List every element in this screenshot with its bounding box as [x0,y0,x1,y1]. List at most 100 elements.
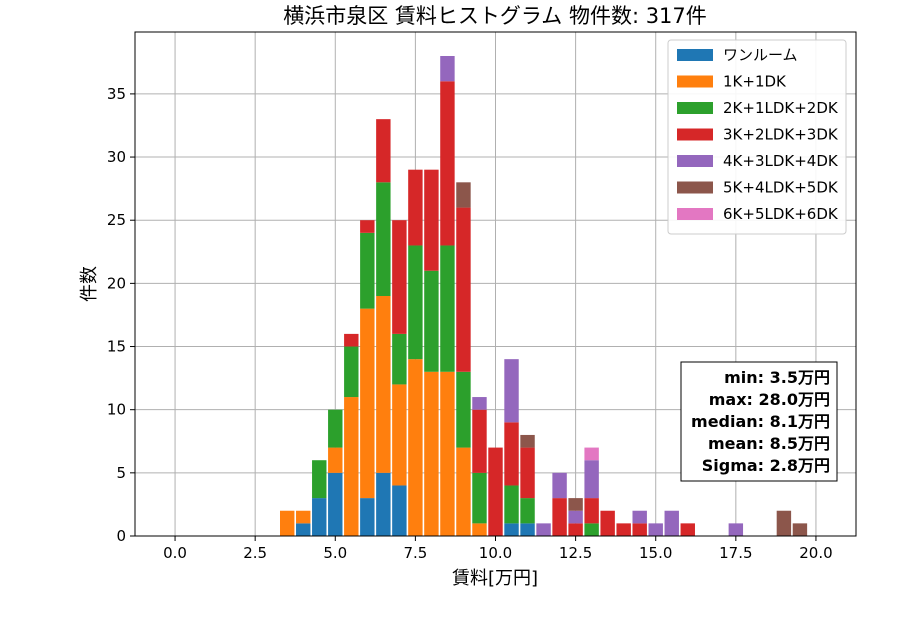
bar-segment-2-4 [344,346,359,398]
bar-segment-3-9 [424,169,439,271]
bar-segment-1-0 [280,510,295,536]
bar-segment-0-1 [296,523,311,536]
legend-swatch [677,75,713,88]
grid [135,32,856,537]
x-tick-label: 15.0 [639,544,672,562]
bar-segment-3-6 [376,119,391,183]
bar-segment-3-25 [680,523,695,536]
bar-segment-1-8 [408,359,423,536]
x-tick-label: 7.5 [403,544,427,562]
y-axis-ticks: 0 5 10 15 20 25 30 35 [107,85,135,545]
x-tick-label: 20.0 [799,544,832,562]
bar-segment-3-22 [632,523,647,536]
bar-segment-0-14 [504,523,519,536]
legend-swatch [677,155,713,167]
y-tick-label: 0 [116,527,126,545]
legend-swatch [677,102,713,114]
bar-segment-1-4 [344,397,359,536]
bar-segment-0-7 [392,485,407,536]
bar-segment-2-19 [584,523,599,536]
x-tick-label: 10.0 [479,544,512,562]
bar-segment-4-17 [552,472,567,499]
bar-segment-1-11 [456,447,471,536]
bar-segment-0-6 [376,472,391,536]
bar-segment-3-4 [344,333,359,347]
bar-segment-2-15 [520,498,535,524]
bar-segment-2-7 [392,333,407,385]
bar-segment-4-16 [536,523,551,536]
bar-segment-3-15 [520,447,535,499]
bar-segment-6-19 [584,447,599,461]
bar-segment-3-13 [488,447,503,536]
stats-box-frame [680,361,838,482]
x-axis-label: 賃料[万円] [452,568,538,589]
bar-segment-3-18 [568,523,583,536]
y-tick-label: 25 [107,211,126,229]
bar-segment-3-5 [360,220,375,233]
bar-segment-4-23 [648,523,663,536]
bar-segment-5-15 [520,434,535,448]
legend: ワンルーム 1K+1DK 2K+1LDK+2DK 3K+2LDK+3DK 4K+3LDK… [667,39,847,235]
bar-segment-1-3 [328,447,343,473]
bar-segment-0-15 [520,523,535,536]
bar-segment-4-10 [440,56,455,82]
y-tick-label: 35 [107,85,126,103]
bar-segment-4-24 [664,510,679,536]
legend-swatch [677,208,713,220]
bar-segment-0-3 [328,472,343,536]
bar-segment-3-14 [504,422,519,486]
bar-segment-2-8 [408,245,423,360]
bar-segment-1-5 [360,308,375,499]
legend-entry: 5K+4LDK+5DK [723,179,839,197]
legend-entry: 2K+1LDK+2DK [723,99,839,117]
bar-segment-3-7 [392,220,407,334]
bar-segment-2-12 [472,472,487,524]
legend-entry: 3K+2LDK+3DK [723,126,839,144]
bar-segment-1-10 [440,371,455,536]
bar-segment-2-3 [328,409,343,448]
bar-segment-2-5 [360,232,375,309]
bar-segment-1-6 [376,296,391,473]
legend-entry: 4K+3LDK+4DK [723,152,839,170]
legend-entry: 6K+5LDK+6DK [723,205,839,223]
bar-segment-3-19 [584,498,599,524]
legend-swatch [677,49,713,61]
bar-segment-3-10 [440,81,455,246]
bar-segment-5-27 [776,510,792,536]
x-tick-label: 17.5 [719,544,752,562]
bar-segment-0-2 [312,498,327,536]
bar-segment-2-2 [312,460,327,499]
x-tick-label: 12.5 [559,544,592,562]
stats-line: Sigma: 2.8万円 [702,456,830,475]
bar-segment-2-11 [456,371,471,448]
stats-box: min: 3.5万円 max: 28.0万円 median: 8.1万円 mean: … [680,361,838,482]
stats-line: mean: 8.5万円 [708,434,830,453]
bar-segment-1-9 [424,371,439,536]
bar-segment-1-12 [472,523,487,536]
y-tick-label: 10 [107,401,126,419]
bar-segment-3-21 [616,523,631,536]
bar-segment-3-8 [408,169,423,246]
stats-line: min: 3.5万円 [724,368,830,387]
bar-segment-4-12 [472,397,487,410]
legend-entry: 1K+1DK [723,73,787,91]
bar-segment-4-22 [632,510,647,524]
bar-segment-3-12 [472,409,487,473]
legend-swatch [677,181,713,194]
bar-segment-3-20 [600,510,615,536]
legend-swatch [677,128,713,141]
y-axis-label: 件数 [79,266,100,302]
bar-segment-5-18 [568,498,583,511]
bar-segment-4-26 [728,523,744,536]
bar-segment-3-17 [552,498,567,536]
bar-segment-5-11 [456,182,471,208]
bar-segment-3-11 [456,207,471,372]
chart-title: 横浜市泉区 賃料ヒストグラム 物件数: 317件 [283,4,707,28]
bar-segment-4-14 [504,359,519,423]
bar-segment-2-6 [376,182,391,296]
y-tick-label: 5 [116,464,126,482]
x-tick-label: 2.5 [243,544,267,562]
y-tick-label: 30 [107,148,126,166]
bar-segment-0-5 [360,498,375,536]
